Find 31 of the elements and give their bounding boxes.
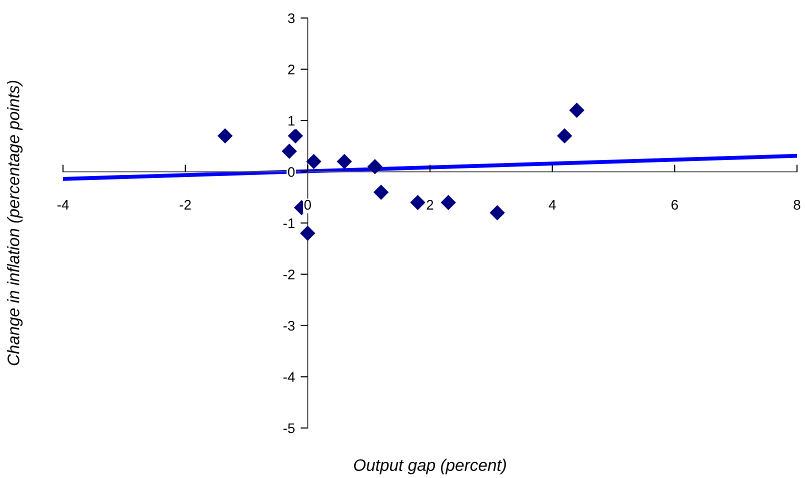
y-tick-label: 2 [288,64,294,74]
y-tick-label: 0 [288,167,295,177]
point [282,144,297,159]
point [336,154,352,170]
point [300,226,316,241]
y-tick-label: 1 [288,116,294,126]
point [569,102,584,118]
y-tick-label: -5 [283,423,295,434]
point [373,184,389,200]
x-tick-label: -2 [180,200,191,210]
point [440,194,456,210]
x-tick-label: 8 [794,200,800,210]
x-tick-label: 2 [426,200,434,210]
x-tick-label: 6 [672,200,678,210]
y-tick-label: 3 [288,13,295,24]
point [217,128,233,144]
point [306,154,322,170]
y-axis-title: Change in inflation (percentage points) [7,80,23,366]
point [490,205,505,220]
x-tick-label: -4 [57,200,69,210]
point [556,128,572,144]
x-tick-label: 4 [548,200,556,210]
y-tick-label: -3 [283,320,295,331]
point [288,128,304,144]
y-tick-label: -4 [283,372,295,382]
point [367,159,383,174]
x-axis-title: Output gap (percent) [354,458,506,474]
y-tick-label: -2 [283,270,294,280]
x-tick-label: 0 [304,200,311,210]
point [410,194,426,210]
y-tick-label: -1 [283,218,294,228]
